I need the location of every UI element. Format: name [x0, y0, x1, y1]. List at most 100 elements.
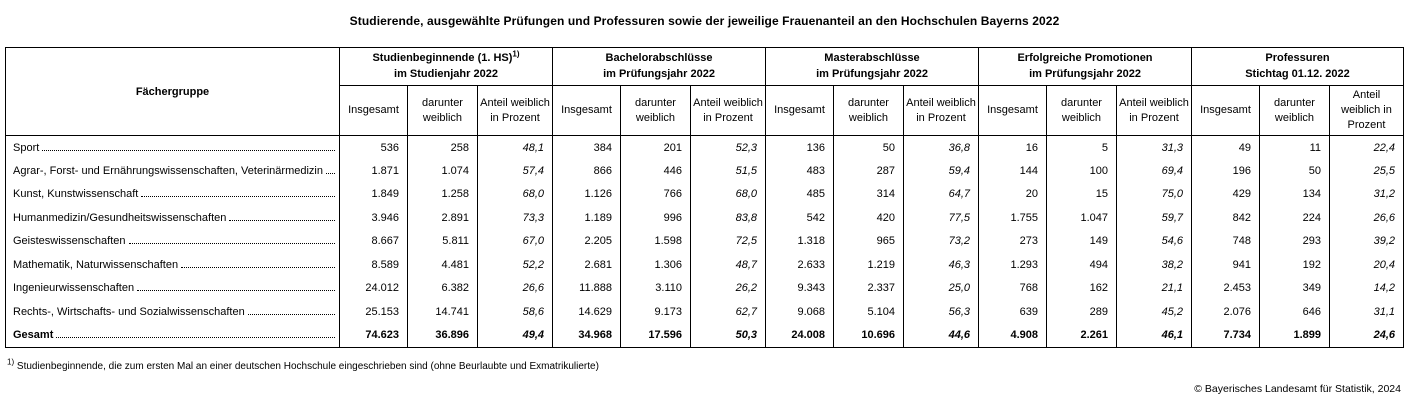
value-cell: 384	[552, 135, 621, 159]
value-cell: 1.318	[765, 229, 834, 253]
value-cell: 5.811	[407, 229, 478, 253]
subheader-anteil-weiblich: Anteil weiblich in Prozent	[903, 85, 979, 136]
value-cell: 17.596	[620, 323, 691, 348]
dotted-leader	[42, 149, 335, 151]
dotted-leader	[137, 290, 335, 292]
value-cell: 44,6	[903, 323, 979, 348]
subheader-insgesamt: Insgesamt	[765, 85, 834, 136]
row-label-cell: Ingenieurwissenschaften	[5, 276, 340, 300]
value-cell: 69,4	[1116, 159, 1192, 183]
value-cell: 1.189	[552, 206, 621, 230]
value-cell: 46,1	[1116, 323, 1192, 348]
value-cell: 24.008	[765, 323, 834, 348]
value-cell: 273	[978, 229, 1047, 253]
dotted-leader	[128, 243, 335, 245]
footnote-marker: 1)	[7, 357, 15, 367]
value-cell: 1.126	[552, 182, 621, 206]
value-cell: 2.205	[552, 229, 621, 253]
table-row: Mathematik, Naturwissenschaften 8.589 4.48…	[5, 253, 1404, 277]
row-label-cell: Agrar-, Forst- und Ernährungswissenschaf…	[5, 159, 340, 183]
total-row: Gesamt 74.623 36.896 49,4 34.968 17.596 50,3 24…	[5, 323, 1404, 348]
value-cell: 39,2	[1329, 229, 1404, 253]
value-cell: 748	[1191, 229, 1260, 253]
table-row: Ingenieurwissenschaften 24.012 6.382 26,6 11…	[5, 276, 1404, 300]
page: Studierende, ausgewählte Prüfungen und P…	[5, 14, 1404, 395]
value-cell: 34.968	[552, 323, 621, 348]
row-label-cell: Humanmedizin/Gesundheitswissenschaften	[5, 206, 340, 230]
value-cell: 20,4	[1329, 253, 1404, 277]
value-cell: 59,4	[903, 159, 979, 183]
value-cell: 1.899	[1259, 323, 1330, 348]
value-cell: 3.110	[620, 276, 691, 300]
group-title: Studienbeginnende (1. HS)	[372, 51, 513, 64]
value-cell: 1.871	[339, 159, 408, 183]
value-cell: 54,6	[1116, 229, 1192, 253]
value-cell: 83,8	[690, 206, 766, 230]
value-cell: 25.153	[339, 300, 408, 324]
value-cell: 8.667	[339, 229, 408, 253]
table-header: Fächergruppe Studienbeginnende (1. HS)1)…	[5, 47, 1404, 136]
value-cell: 196	[1191, 159, 1260, 183]
value-cell: 25,0	[903, 276, 979, 300]
subheader-insgesamt: Insgesamt	[978, 85, 1047, 136]
copyright: © Bayerisches Landesamt für Statistik, 2…	[1194, 383, 1401, 395]
value-cell: 100	[1046, 159, 1117, 183]
value-cell: 1.293	[978, 253, 1047, 277]
row-label: Ingenieurwissenschaften	[13, 282, 135, 295]
footnote-text: Studienbeginnende, die zum ersten Mal an…	[16, 361, 599, 372]
value-cell: 36,8	[903, 135, 979, 159]
value-cell: 6.382	[407, 276, 478, 300]
value-cell: 258	[407, 135, 478, 159]
statistics-table: Fächergruppe Studienbeginnende (1. HS)1)…	[5, 47, 1404, 348]
value-cell: 67,0	[477, 229, 553, 253]
value-cell: 9.173	[620, 300, 691, 324]
value-cell: 1.258	[407, 182, 478, 206]
value-cell: 965	[833, 229, 904, 253]
value-cell: 5	[1046, 135, 1117, 159]
value-cell: 485	[765, 182, 834, 206]
dotted-leader	[247, 313, 335, 315]
group-header-professuren: Professuren Stichtag 01.12. 2022	[1191, 47, 1404, 86]
value-cell: 75,0	[1116, 182, 1192, 206]
subheader-darunter-weiblich: darunter weiblich	[1259, 85, 1330, 136]
value-cell: 9.343	[765, 276, 834, 300]
column-header-faechergruppe: Fächergruppe	[5, 47, 340, 136]
value-cell: 646	[1259, 300, 1330, 324]
value-cell: 768	[978, 276, 1047, 300]
row-label: Agrar-, Forst- und Ernährungswissenschaf…	[13, 164, 323, 177]
value-cell: 59,7	[1116, 206, 1192, 230]
value-cell: 51,5	[690, 159, 766, 183]
value-cell: 420	[833, 206, 904, 230]
value-cell: 49	[1191, 135, 1260, 159]
value-cell: 57,4	[477, 159, 553, 183]
sub-header-row: Insgesamt darunter weiblich Anteil weibl…	[6, 85, 1404, 136]
value-cell: 31,2	[1329, 182, 1404, 206]
row-label: Kunst, Kunstwissenschaft	[13, 188, 139, 201]
value-cell: 68,0	[477, 182, 553, 206]
value-cell: 26,2	[690, 276, 766, 300]
value-cell: 10.696	[833, 323, 904, 348]
table-body: Sport 536 258 48,1 384 201 52,3 136 50 36,8 16 5 31,…	[5, 135, 1404, 348]
value-cell: 56,3	[903, 300, 979, 324]
group-subtitle: im Prüfungsjahr 2022	[1029, 67, 1141, 80]
value-cell: 16	[978, 135, 1047, 159]
value-cell: 1.755	[978, 206, 1047, 230]
value-cell: 72,5	[690, 229, 766, 253]
value-cell: 536	[339, 135, 408, 159]
subheader-darunter-weiblich: darunter weiblich	[1046, 85, 1117, 136]
value-cell: 22,4	[1329, 135, 1404, 159]
value-cell: 144	[978, 159, 1047, 183]
value-cell: 314	[833, 182, 904, 206]
row-label: Sport	[13, 141, 40, 154]
value-cell: 74.623	[339, 323, 408, 348]
value-cell: 24.012	[339, 276, 408, 300]
group-header-studienbeginnende: Studienbeginnende (1. HS)1) im Studienja…	[339, 47, 553, 86]
value-cell: 31,3	[1116, 135, 1192, 159]
value-cell: 842	[1191, 206, 1260, 230]
value-cell: 48,1	[477, 135, 553, 159]
value-cell: 4.908	[978, 323, 1047, 348]
value-cell: 162	[1046, 276, 1117, 300]
value-cell: 7.734	[1191, 323, 1260, 348]
value-cell: 62,7	[690, 300, 766, 324]
group-subtitle: im Prüfungsjahr 2022	[603, 67, 715, 80]
